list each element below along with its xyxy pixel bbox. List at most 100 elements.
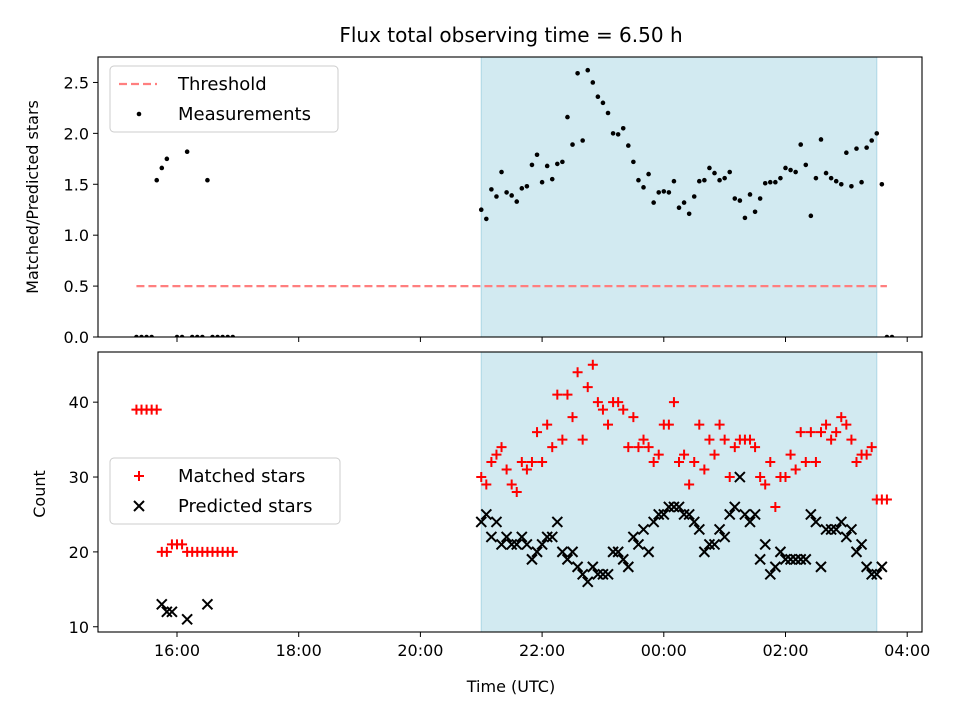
measurement-point: [205, 177, 210, 183]
predicted-star-point: [475, 516, 487, 528]
predicted-star-point: [713, 523, 726, 536]
x-tick-label: 20:00: [397, 641, 443, 660]
matched-star-point: [491, 449, 502, 460]
measurement-point: [484, 216, 489, 222]
matched-star-point: [785, 449, 796, 460]
measurement-point: [656, 190, 662, 195]
matched-star-point: [597, 404, 608, 415]
measurement-point: [139, 334, 144, 337]
measurement-point: [220, 334, 225, 337]
matched-star-point: [496, 442, 507, 453]
matched-star-point: [724, 472, 735, 483]
measurement-point: [605, 110, 611, 116]
measurement-point: [144, 334, 149, 337]
predicted-star-point: [840, 531, 853, 543]
legend-predicted-swatch: [133, 500, 145, 512]
measurement-point: [184, 149, 190, 154]
measurement-point: [631, 159, 636, 165]
top-y-tick-label: 0.5: [64, 277, 89, 296]
measurement-point: [676, 205, 682, 210]
measurement-point: [889, 334, 895, 337]
predicted-star-point: [784, 553, 797, 566]
measurement-point: [149, 334, 154, 337]
measurement-point: [651, 200, 656, 205]
measurement-point: [134, 334, 139, 337]
predicted-star-point: [622, 561, 635, 573]
predicted-star-point: [526, 553, 538, 566]
predicted-star-point: [729, 501, 741, 513]
measurement-point: [499, 169, 504, 175]
measurement-point: [494, 194, 499, 199]
top-y-tick-label: 2.0: [64, 124, 89, 143]
matched-star-point: [613, 397, 624, 408]
measurement-point: [854, 146, 859, 151]
predicted-star-point: [673, 501, 685, 513]
matched-star-point: [770, 501, 781, 512]
predicted-star-point: [617, 553, 629, 566]
measurement-point: [620, 125, 626, 131]
predicted-star-point: [850, 546, 863, 558]
predicted-star-point: [511, 538, 523, 551]
measurement-point: [509, 193, 514, 198]
measurement-point: [859, 179, 864, 185]
bottom-y-tick-label: 10: [69, 618, 89, 637]
matched-star-point: [765, 457, 776, 468]
measurement-point: [504, 190, 509, 195]
measurement-point: [808, 213, 814, 219]
predicted-star-point: [161, 606, 173, 618]
measurement-point: [555, 161, 560, 167]
measurement-point: [681, 200, 687, 205]
matched-star-point: [846, 434, 857, 445]
matched-star-point: [719, 434, 730, 445]
measurement-point: [600, 100, 606, 106]
matched-star-point: [831, 427, 842, 438]
measurement-point: [524, 184, 530, 189]
matched-star-point: [821, 419, 832, 430]
matched-star-point: [745, 434, 756, 445]
top-y-tick-label: 1.0: [64, 226, 89, 245]
predicted-star-point: [734, 471, 746, 483]
matched-star-point: [668, 397, 679, 408]
measurement-point: [833, 178, 839, 184]
measurement-point: [636, 177, 641, 183]
predicted-star-point: [587, 561, 599, 573]
matched-star-point: [704, 434, 715, 445]
predicted-star-point: [749, 508, 761, 521]
x-tick-label: 02:00: [762, 641, 808, 660]
predicted-star-point: [571, 561, 584, 573]
matched-star-point: [603, 419, 614, 430]
matched-star-point: [151, 404, 162, 415]
matched-star-point: [552, 389, 563, 400]
bottom-legend: Matched stars Predicted stars: [109, 457, 341, 525]
matched-star-point: [699, 464, 710, 475]
bottom-y-axis-label: Count: [30, 470, 49, 518]
top-axes-frame: [97, 56, 923, 338]
predicted-star-point: [516, 531, 528, 543]
matched-star-point: [790, 464, 801, 475]
predicted-star-point: [805, 508, 817, 521]
predicted-star-point: [795, 553, 807, 566]
predicted-star-point: [744, 516, 756, 528]
predicted-star-point: [845, 523, 858, 536]
matched-star-point: [557, 434, 568, 445]
matched-star-point: [795, 427, 806, 438]
predicted-star-point: [855, 538, 868, 551]
legend-measurements-swatch: [136, 111, 142, 117]
measurement-point: [215, 334, 220, 337]
series-measurements: [134, 67, 895, 337]
predicted-star-point: [201, 598, 214, 611]
series-matched-stars: [131, 359, 892, 557]
legend-measurements-label: Measurements: [178, 104, 311, 125]
matched-star-point: [628, 412, 639, 423]
predicted-star-point: [698, 546, 711, 558]
matched-star-point: [516, 457, 527, 468]
matched-star-point: [618, 404, 629, 415]
measurement-point: [478, 207, 484, 213]
measurement-point: [590, 80, 596, 85]
measurement-point: [712, 170, 717, 176]
predicted-star-point: [810, 516, 822, 528]
bottom-y-tick-label: 20: [69, 543, 89, 562]
measurement-point: [696, 178, 702, 184]
matched-star-point: [851, 457, 862, 468]
